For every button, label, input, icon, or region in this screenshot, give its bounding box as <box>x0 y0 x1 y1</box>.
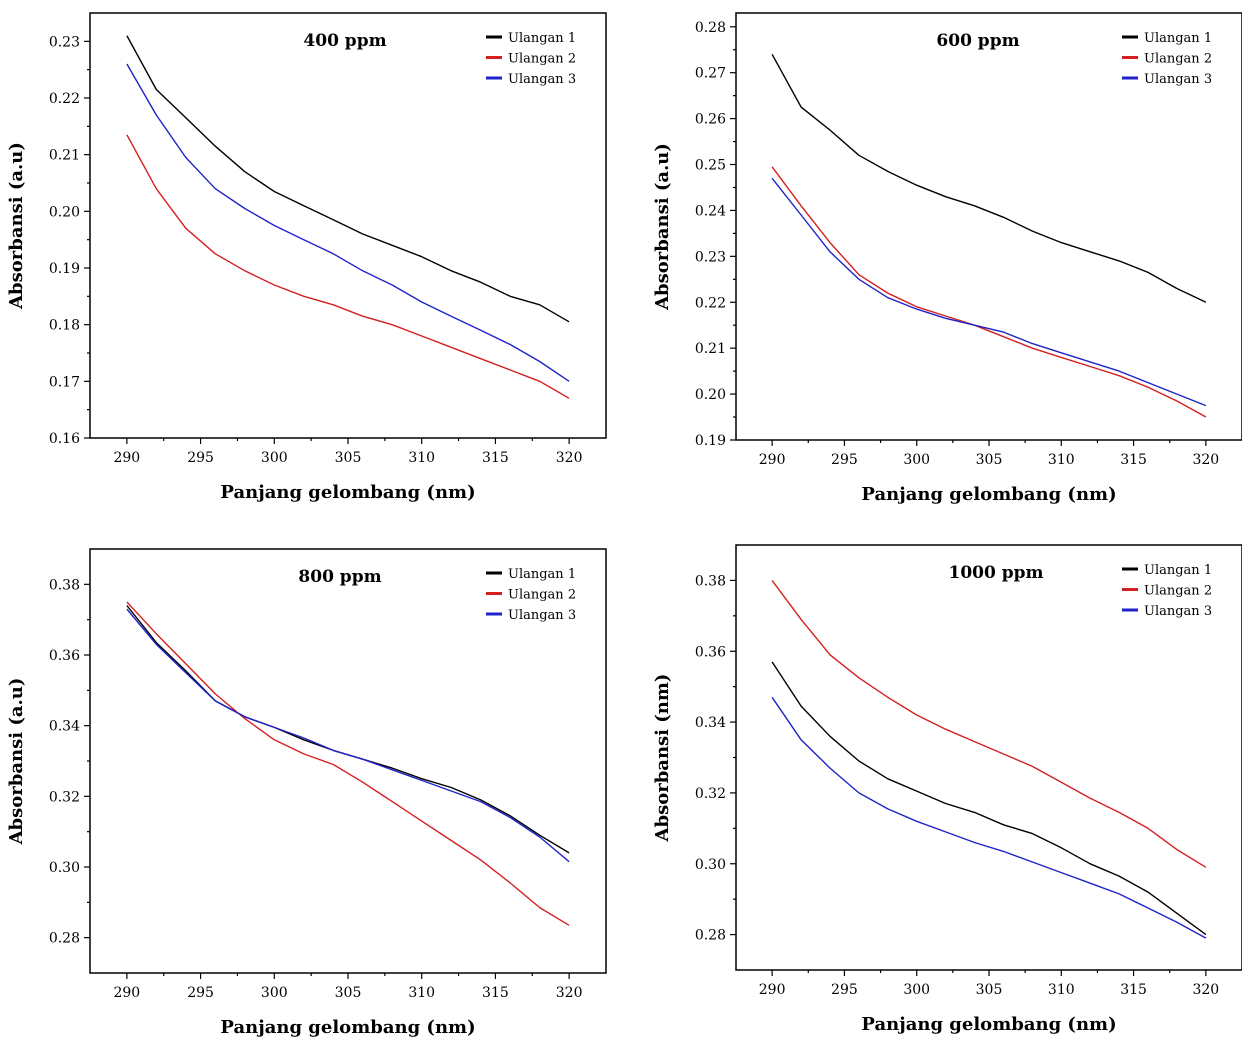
y-tick-label: 0.27 <box>695 66 726 82</box>
series-line-ulangan-3 <box>126 63 570 382</box>
legend-label-ulangan-2: Ulangan 2 <box>1144 52 1212 67</box>
x-tick-label: 305 <box>976 452 1003 468</box>
y-tick-label: 0.24 <box>695 203 726 219</box>
x-tick-label: 315 <box>1120 982 1147 998</box>
x-tick-label: 320 <box>1192 982 1219 998</box>
panel-title: 1000 ppm <box>949 563 1044 583</box>
y-tick-label: 0.26 <box>695 112 726 128</box>
y-tick-label: 0.23 <box>49 34 80 50</box>
y-tick-label: 0.36 <box>49 648 80 664</box>
y-tick-label: 0.28 <box>49 931 80 947</box>
series-line-ulangan-1 <box>771 53 1207 303</box>
x-tick-label: 290 <box>759 452 786 468</box>
legend-label-ulangan-2: Ulangan 2 <box>508 52 576 67</box>
x-tick-label: 300 <box>903 982 930 998</box>
x-tick-label: 305 <box>976 982 1003 998</box>
y-tick-label: 0.30 <box>49 860 80 876</box>
legend-label-ulangan-2: Ulangan 2 <box>1144 584 1212 599</box>
x-tick-label: 295 <box>831 452 858 468</box>
x-tick-label: 295 <box>187 985 214 1001</box>
x-tick-label: 290 <box>113 450 140 466</box>
legend-label-ulangan-3: Ulangan 3 <box>508 608 576 623</box>
x-tick-label: 290 <box>759 982 786 998</box>
y-axis-label: Absorbansi (nm) <box>652 674 673 843</box>
legend-label-ulangan-3: Ulangan 3 <box>1144 72 1212 87</box>
y-tick-label: 0.28 <box>695 928 726 944</box>
y-tick-label: 0.32 <box>49 789 80 805</box>
x-tick-label: 315 <box>482 450 509 466</box>
x-tick-label: 295 <box>831 982 858 998</box>
x-axis-label: Panjang gelombang (nm) <box>220 482 475 503</box>
x-tick-label: 320 <box>556 450 583 466</box>
x-tick-label: 300 <box>903 452 930 468</box>
series-line-ulangan-3 <box>771 177 1207 407</box>
panel-title: 400 ppm <box>303 31 386 51</box>
y-tick-label: 0.21 <box>49 148 80 164</box>
x-tick-label: 315 <box>482 985 509 1001</box>
x-axis-label: Panjang gelombang (nm) <box>861 1014 1116 1035</box>
x-tick-label: 310 <box>1048 452 1075 468</box>
y-tick-label: 0.22 <box>49 91 80 107</box>
legend-label-ulangan-1: Ulangan 1 <box>508 31 576 46</box>
y-tick-label: 0.34 <box>49 719 80 735</box>
y-tick-label: 0.25 <box>695 158 726 174</box>
y-tick-label: 0.38 <box>49 577 80 593</box>
y-tick-label: 0.21 <box>695 341 726 357</box>
panel-3: 290 295 300 305 310 315 320 0.28 0.30 0.32 0.34 0.3… <box>6 548 607 1038</box>
x-tick-label: 310 <box>1048 982 1075 998</box>
y-tick-label: 0.20 <box>695 387 726 403</box>
panel-title: 600 ppm <box>936 31 1019 51</box>
y-tick-label: 0.23 <box>695 249 726 265</box>
x-axis-label: Panjang gelombang (nm) <box>220 1017 475 1038</box>
x-tick-label: 295 <box>187 450 214 466</box>
panel-2: 290 295 300 305 310 315 320 0.19 0.20 0.21 0.22 0.2… <box>652 12 1242 505</box>
legend-label-ulangan-2: Ulangan 2 <box>508 588 576 603</box>
y-tick-label: 0.17 <box>49 374 80 390</box>
x-tick-label: 320 <box>556 985 583 1001</box>
y-tick-label: 0.19 <box>695 433 726 449</box>
series-line-ulangan-2 <box>771 166 1207 418</box>
legend-label-ulangan-1: Ulangan 1 <box>1144 31 1212 46</box>
y-tick-label: 0.32 <box>695 786 726 802</box>
series-line-ulangan-2 <box>126 134 570 399</box>
x-tick-label: 305 <box>335 450 362 466</box>
x-tick-label: 300 <box>261 985 288 1001</box>
y-axis-label: Absorbansi (a.u) <box>652 143 673 311</box>
x-tick-label: 290 <box>113 985 140 1001</box>
legend-label-ulangan-1: Ulangan 1 <box>1144 563 1212 578</box>
series-line-ulangan-3 <box>126 608 570 863</box>
x-tick-label: 300 <box>261 450 288 466</box>
x-tick-label: 315 <box>1120 452 1147 468</box>
series-line-ulangan-1 <box>126 35 570 323</box>
x-tick-label: 305 <box>335 985 362 1001</box>
series-line-ulangan-1 <box>126 605 570 854</box>
y-tick-label: 0.22 <box>695 295 726 311</box>
legend-label-ulangan-1: Ulangan 1 <box>508 567 576 582</box>
panel-1: 290 295 300 305 310 315 320 0.16 0.17 0.18 0.19 0.2… <box>6 12 607 503</box>
series-line-ulangan-3 <box>771 696 1207 939</box>
panel-4: 290 295 300 305 310 315 320 0.28 0.30 0.32 0.34 0.3… <box>652 544 1242 1035</box>
y-axis-label: Absorbansi (a.u) <box>6 142 27 310</box>
x-axis-label: Panjang gelombang (nm) <box>861 484 1116 505</box>
y-tick-label: 0.28 <box>695 20 726 36</box>
legend-label-ulangan-3: Ulangan 3 <box>508 72 576 87</box>
series-line-ulangan-1 <box>771 661 1207 936</box>
x-tick-label: 310 <box>408 450 435 466</box>
series-line-ulangan-2 <box>771 579 1207 868</box>
y-axis-label: Absorbansi (a.u) <box>6 678 27 846</box>
panel-title: 800 ppm <box>298 567 381 587</box>
series-line-ulangan-2 <box>126 601 570 926</box>
y-tick-label: 0.16 <box>49 431 80 447</box>
y-tick-label: 0.19 <box>49 261 80 277</box>
y-tick-label: 0.30 <box>695 857 726 873</box>
y-tick-label: 0.34 <box>695 715 726 731</box>
y-tick-label: 0.36 <box>695 644 726 660</box>
x-tick-label: 310 <box>408 985 435 1001</box>
y-tick-label: 0.38 <box>695 573 726 589</box>
x-tick-label: 320 <box>1192 452 1219 468</box>
y-tick-label: 0.20 <box>49 204 80 220</box>
y-tick-label: 0.18 <box>49 318 80 334</box>
legend-label-ulangan-3: Ulangan 3 <box>1144 604 1212 619</box>
